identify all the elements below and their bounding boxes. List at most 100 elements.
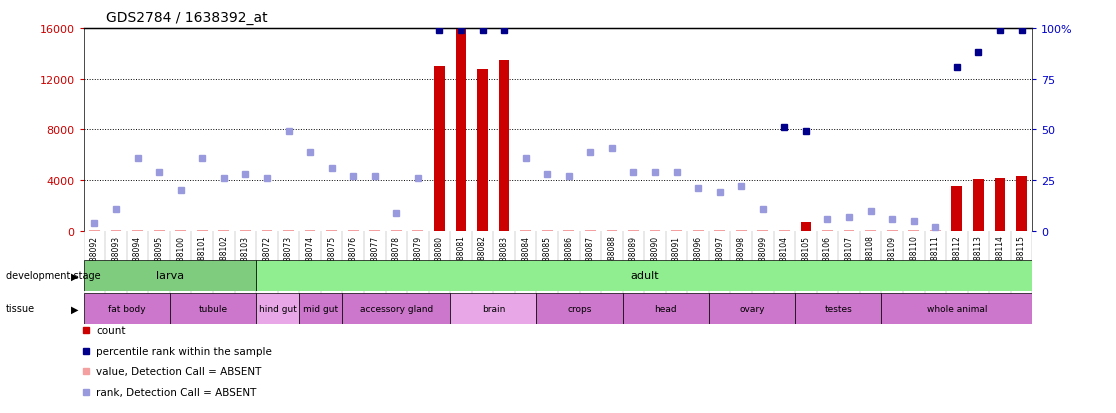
Text: GSM188075: GSM188075 xyxy=(327,235,336,281)
Text: GSM188091: GSM188091 xyxy=(672,235,681,281)
Text: percentile rank within the sample: percentile rank within the sample xyxy=(96,346,272,356)
Bar xyxy=(455,29,466,231)
Text: GSM188102: GSM188102 xyxy=(220,235,229,281)
Bar xyxy=(693,230,703,231)
Text: GSM188083: GSM188083 xyxy=(500,235,509,281)
Text: testes: testes xyxy=(825,304,853,313)
Bar xyxy=(779,230,790,231)
Text: adult: adult xyxy=(629,271,658,281)
Bar xyxy=(882,293,1032,324)
Bar xyxy=(623,293,709,324)
Bar xyxy=(800,223,811,231)
Text: GSM188107: GSM188107 xyxy=(845,235,854,281)
Bar xyxy=(709,293,795,324)
Text: fat body: fat body xyxy=(108,304,145,313)
Bar xyxy=(795,293,882,324)
Text: tissue: tissue xyxy=(6,304,35,314)
Text: head: head xyxy=(654,304,677,313)
Text: GSM188084: GSM188084 xyxy=(521,235,530,281)
Bar xyxy=(994,178,1006,231)
Bar xyxy=(952,187,962,231)
Bar xyxy=(283,230,294,231)
Text: brain: brain xyxy=(482,304,506,313)
Bar xyxy=(299,293,343,324)
Bar xyxy=(219,230,229,231)
Text: tubule: tubule xyxy=(199,304,228,313)
Text: GSM188085: GSM188085 xyxy=(542,235,551,281)
Text: GSM188097: GSM188097 xyxy=(715,235,724,281)
Bar xyxy=(369,230,381,231)
Text: larva: larva xyxy=(156,271,184,281)
Text: GSM188098: GSM188098 xyxy=(737,235,745,281)
Text: GSM188089: GSM188089 xyxy=(629,235,638,281)
Text: GSM188096: GSM188096 xyxy=(694,235,703,281)
Text: GSM188086: GSM188086 xyxy=(565,235,574,281)
Text: GSM188101: GSM188101 xyxy=(198,235,206,281)
Bar xyxy=(671,230,682,231)
Bar xyxy=(478,69,488,231)
Bar xyxy=(175,230,186,231)
Text: GSM188109: GSM188109 xyxy=(887,235,896,281)
Bar xyxy=(154,230,164,231)
Bar xyxy=(520,230,531,231)
Text: GSM188100: GSM188100 xyxy=(176,235,185,281)
Bar xyxy=(391,230,402,231)
Bar xyxy=(326,230,337,231)
Text: GSM188112: GSM188112 xyxy=(952,235,961,281)
Text: ▶: ▶ xyxy=(70,271,78,281)
Bar xyxy=(499,61,510,231)
Text: GSM188095: GSM188095 xyxy=(155,235,164,281)
Text: GSM188090: GSM188090 xyxy=(651,235,660,281)
Bar xyxy=(348,230,358,231)
Bar xyxy=(450,293,537,324)
Text: hind gut: hind gut xyxy=(259,304,297,313)
Text: GSM188079: GSM188079 xyxy=(413,235,422,281)
Text: GSM188105: GSM188105 xyxy=(801,235,810,281)
Bar xyxy=(973,179,984,231)
Text: GSM188078: GSM188078 xyxy=(392,235,401,281)
Bar xyxy=(257,260,1032,291)
Text: GSM188114: GSM188114 xyxy=(995,235,1004,281)
Text: GSM188113: GSM188113 xyxy=(974,235,983,281)
Text: GSM188082: GSM188082 xyxy=(478,235,487,281)
Bar xyxy=(887,230,897,231)
Text: GSM188077: GSM188077 xyxy=(371,235,379,281)
Bar xyxy=(84,293,170,324)
Text: GSM188093: GSM188093 xyxy=(112,235,121,281)
Bar xyxy=(758,230,768,231)
Bar xyxy=(865,230,876,231)
Text: GSM188103: GSM188103 xyxy=(241,235,250,281)
Bar xyxy=(170,293,257,324)
Text: GDS2784 / 1638392_at: GDS2784 / 1638392_at xyxy=(106,11,268,25)
Text: GSM188081: GSM188081 xyxy=(456,235,465,281)
Bar xyxy=(822,230,833,231)
Text: GSM188076: GSM188076 xyxy=(348,235,358,281)
Text: GSM188088: GSM188088 xyxy=(607,235,616,281)
Bar xyxy=(585,230,596,231)
Bar xyxy=(930,230,941,231)
Text: GSM188108: GSM188108 xyxy=(866,235,875,281)
Bar xyxy=(132,230,143,231)
Text: GSM188094: GSM188094 xyxy=(133,235,142,281)
Bar xyxy=(1017,177,1027,231)
Bar xyxy=(305,230,316,231)
Bar xyxy=(564,230,574,231)
Bar xyxy=(343,293,450,324)
Text: mid gut: mid gut xyxy=(304,304,338,313)
Bar xyxy=(434,67,445,231)
Bar xyxy=(844,230,855,231)
Text: GSM188099: GSM188099 xyxy=(758,235,768,281)
Text: GSM188073: GSM188073 xyxy=(283,235,294,281)
Bar xyxy=(908,230,920,231)
Text: accessory gland: accessory gland xyxy=(359,304,433,313)
Bar xyxy=(606,230,617,231)
Text: GSM188087: GSM188087 xyxy=(586,235,595,281)
Bar xyxy=(240,230,251,231)
Bar xyxy=(261,230,272,231)
Text: ▶: ▶ xyxy=(70,304,78,314)
Bar xyxy=(84,260,257,291)
Text: GSM188110: GSM188110 xyxy=(910,235,918,281)
Text: GSM188072: GSM188072 xyxy=(262,235,271,281)
Bar xyxy=(89,230,99,231)
Text: GSM188106: GSM188106 xyxy=(822,235,833,281)
